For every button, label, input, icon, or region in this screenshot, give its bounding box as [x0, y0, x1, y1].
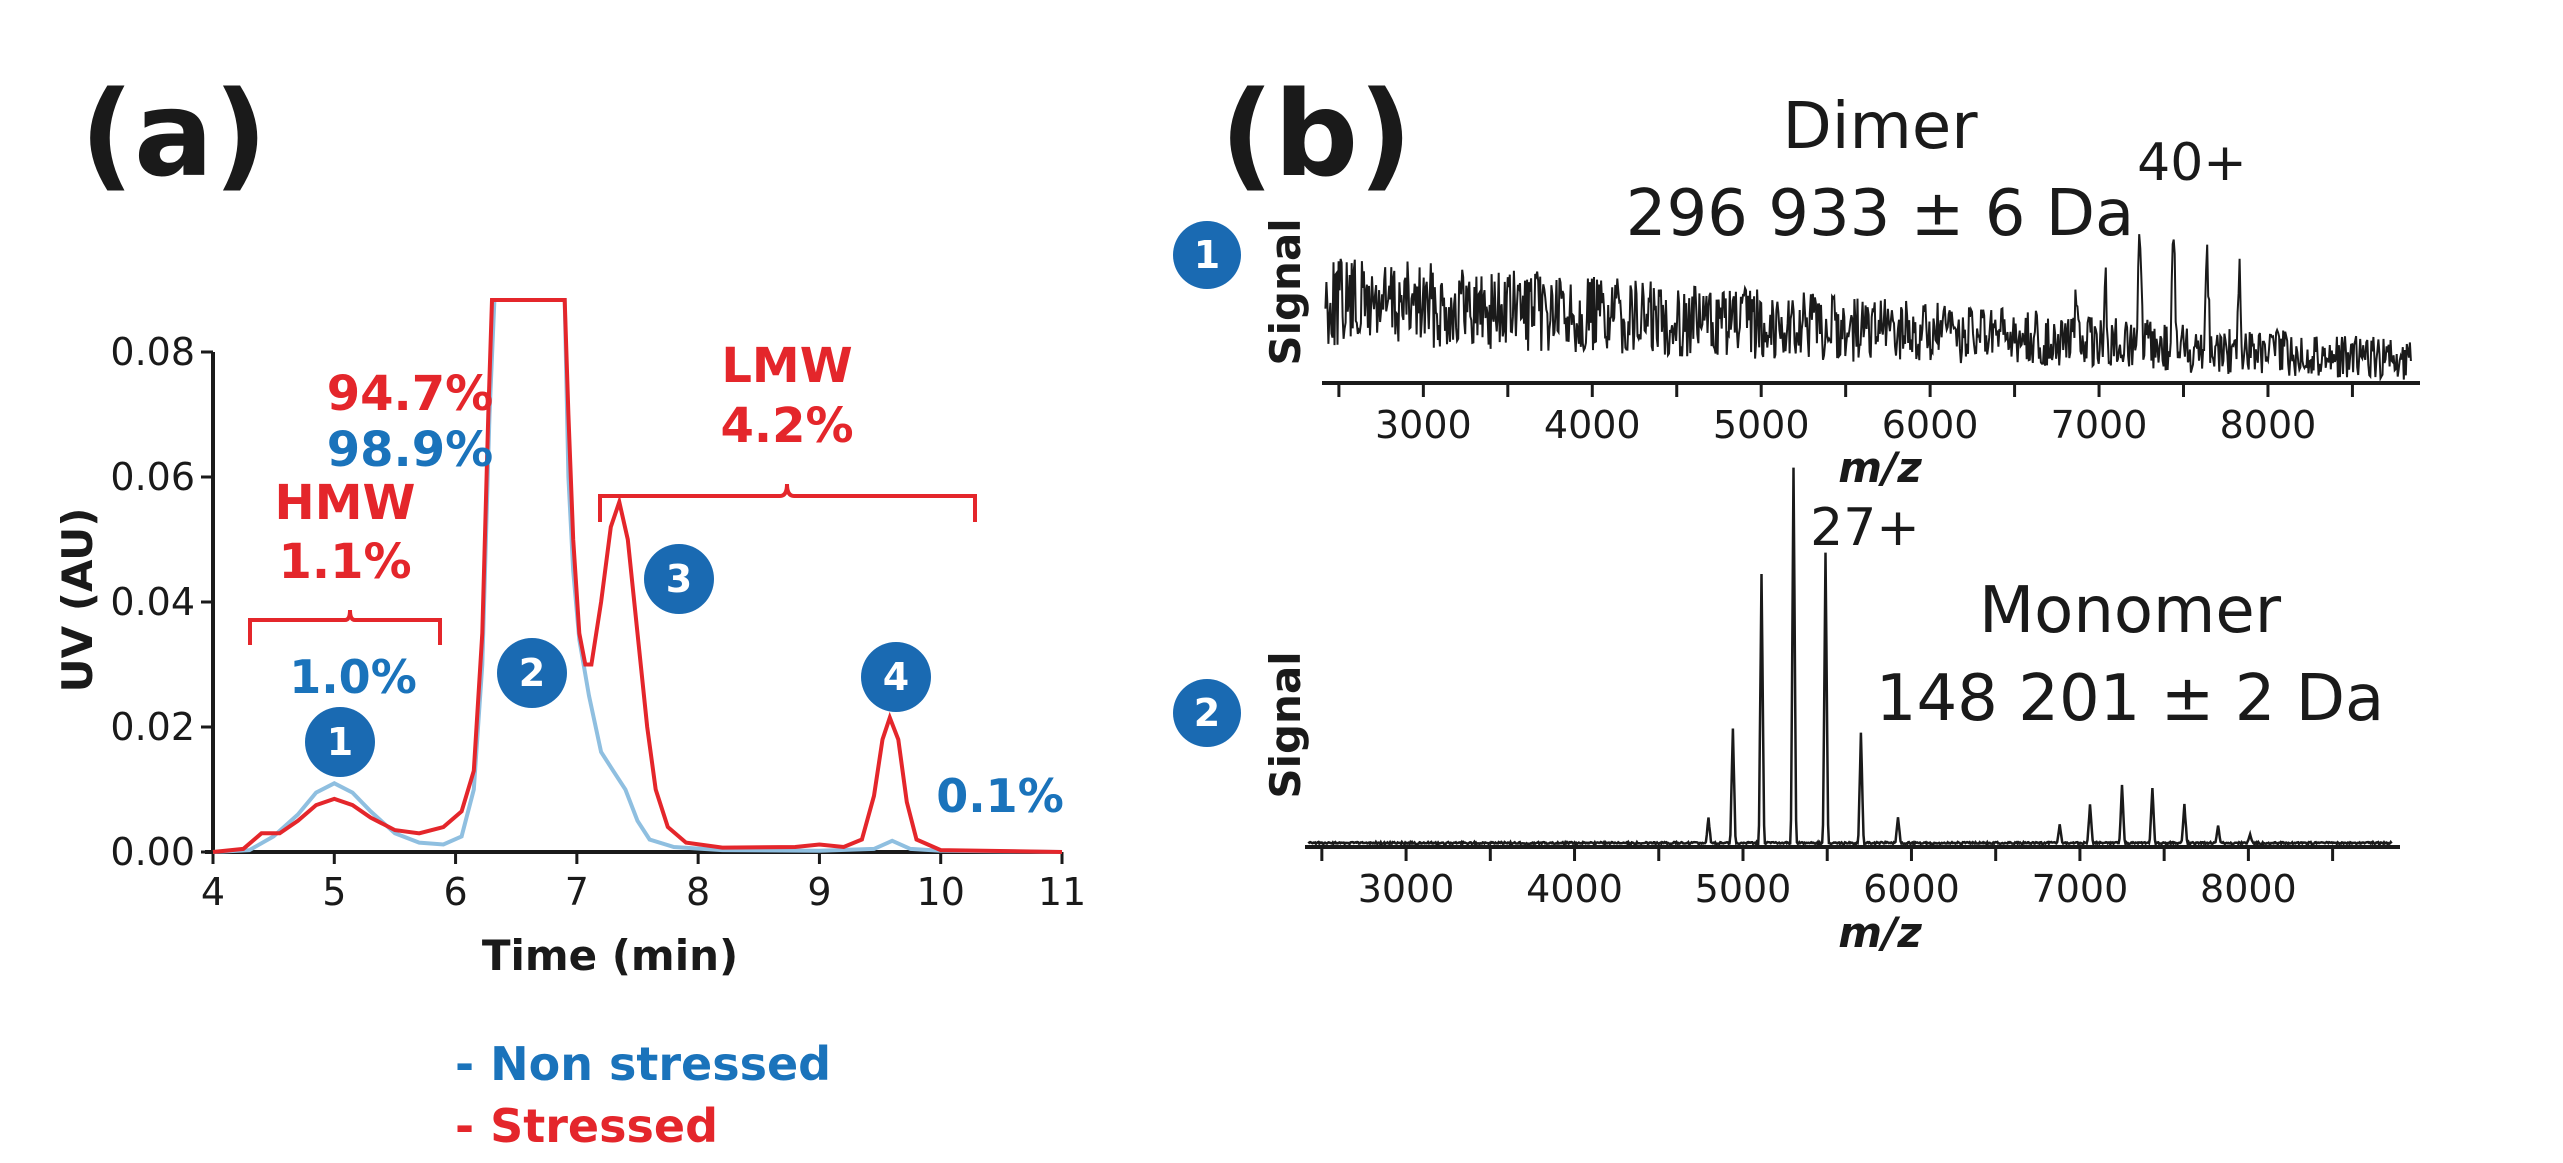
peak-badge-1-circle [305, 707, 375, 777]
main-peak-stressed-percent: 94.7% [327, 366, 494, 422]
dimer-charge-label: 40+ [2137, 133, 2247, 193]
peak-badge-2-circle [497, 638, 567, 708]
a-y-tick-label: 0.06 [110, 455, 195, 499]
ms-tick-label: 4000 [1544, 403, 1641, 447]
dimer-mass: 296 933 ± 6 Da [1626, 177, 2135, 251]
peak-badge-3-label: 3 [666, 557, 692, 601]
hmw-bracket [248, 609, 442, 645]
hmw-nonstressed-percent: 1.0% [289, 650, 417, 704]
hmw-stressed-percent: 1.1% [278, 534, 411, 590]
panel-a-axes: 0.00 0.02 0.04 0.06 0.08 4 5 6 7 8 9 10 11 [110, 330, 1086, 914]
ms-tick-label: 8000 [2200, 867, 2297, 911]
dimer-x-axis-title: m/z [1838, 443, 1922, 492]
a-x-tick-label: 6 [443, 870, 467, 914]
lmw-title: LMW [721, 338, 852, 394]
a-y-ticks: 0.00 0.02 0.04 0.06 0.08 [110, 330, 213, 874]
a-x-tick-label: 11 [1038, 870, 1086, 914]
a-x-ticks: 4 5 6 7 8 9 10 11 [201, 852, 1086, 914]
ms-tick-label: 8000 [2220, 403, 2317, 447]
monomer-mass: 148 201 ± 2 Da [1876, 662, 2385, 736]
a-y-tick-label: 0.00 [110, 830, 195, 874]
a-x-axis-title: Time (min) [482, 931, 738, 980]
dimer-subplot: 1 Signal Dimer 296 933 ± 6 Da 40+ 3000 40… [1173, 90, 2420, 492]
ms-tick-label: 4000 [1526, 867, 1623, 911]
a-x-tick-label: 4 [201, 870, 225, 914]
panel-b-label: (b) [1220, 65, 1412, 203]
lmw-bracket [598, 483, 977, 522]
hmw-title: HMW [275, 475, 416, 531]
a-y-axis-title: UV (AU) [53, 508, 102, 693]
ms-tick-label: 7000 [2051, 403, 2148, 447]
peak4-nonstressed-percent: 0.1% [936, 769, 1064, 823]
ms-tick-label: 6000 [1863, 867, 1960, 911]
monomer-subplot: 2 Signal Monomer 148 201 ± 2 Da 27+ 3000… [1173, 467, 2400, 957]
ms-tick-label: 5000 [1713, 403, 1810, 447]
peak-badge-1-label: 1 [327, 720, 353, 764]
monomer-x-ticks: 3000 4000 5000 6000 7000 8000 [1320, 847, 2335, 911]
ms-tick-label: 3000 [1375, 403, 1472, 447]
panel-a-label: (a) [80, 65, 268, 203]
a-x-tick-label: 7 [565, 870, 589, 914]
monomer-spectrum-trace [1307, 467, 2393, 848]
dimer-spectrum-trace [1324, 234, 2412, 383]
a-x-tick-label: 8 [686, 870, 710, 914]
dimer-x-ticks: 3000 4000 5000 6000 7000 8000 [1337, 383, 2354, 447]
dimer-badge-label: 1 [1194, 233, 1220, 277]
legend-non-stressed: - Non stressed [455, 1037, 831, 1091]
peak-badge-3-circle [644, 544, 714, 614]
dimer-title: Dimer [1782, 90, 1978, 164]
peak-badge-1: 1 [305, 707, 375, 777]
ms-tick-label: 5000 [1695, 867, 1792, 911]
main-peak-nonstressed-percent: 98.9% [327, 422, 494, 478]
monomer-charge-label: 27+ [1810, 498, 1920, 558]
legend-stressed: - Stressed [455, 1099, 718, 1153]
ms-tick-label: 7000 [2032, 867, 2129, 911]
monomer-title: Monomer [1979, 574, 2282, 648]
peak-badge-2-label: 2 [519, 651, 545, 695]
lmw-stressed-percent: 4.2% [720, 398, 853, 454]
ms-tick-label: 6000 [1882, 403, 1979, 447]
peak-badge-3: 3 [644, 544, 714, 614]
series-stressed-line [212, 298, 1063, 854]
a-y-tick-label: 0.02 [110, 705, 195, 749]
a-x-tick-label: 10 [917, 870, 965, 914]
dimer-badge-circle [1173, 221, 1241, 289]
monomer-badge-circle [1173, 679, 1241, 747]
ms-tick-label: 3000 [1358, 867, 1455, 911]
monomer-y-axis-title: Signal [1261, 651, 1310, 798]
monomer-badge-label: 2 [1194, 691, 1220, 735]
peak-badge-4-label: 4 [883, 655, 909, 699]
peak-badge-4-circle [861, 642, 931, 712]
dimer-y-axis-title: Signal [1261, 218, 1310, 365]
a-x-tick-label: 9 [807, 870, 831, 914]
a-curves [212, 298, 1063, 854]
peak-badge-4: 4 [861, 642, 931, 712]
monomer-x-axis-title: m/z [1838, 908, 1922, 957]
peak-badge-2: 2 [497, 638, 567, 708]
a-y-tick-label: 0.04 [110, 580, 195, 624]
a-x-tick-label: 5 [322, 870, 346, 914]
a-y-tick-label: 0.08 [110, 330, 195, 374]
